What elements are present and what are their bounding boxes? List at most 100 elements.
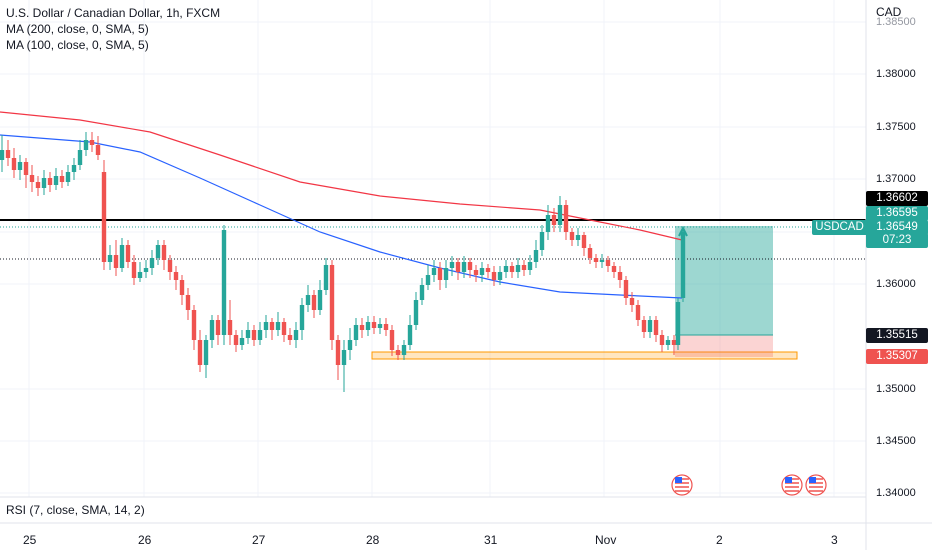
us-flag-icon[interactable] — [806, 475, 826, 495]
candle — [318, 280, 322, 315]
rsi-legend[interactable]: RSI (7, close, SMA, 14, 2) — [6, 503, 145, 517]
candle — [408, 315, 412, 350]
candle — [624, 276, 628, 305]
candle — [432, 260, 436, 282]
candle — [336, 335, 340, 380]
stop-loss-badge: 1.35307 — [866, 349, 928, 364]
candle — [216, 315, 220, 345]
candle — [618, 266, 622, 288]
candle — [174, 266, 178, 290]
price-tick: 1.38000 — [876, 68, 916, 80]
symbol-title[interactable]: U.S. Dollar / Canadian Dollar, 1h, FXCM — [6, 6, 220, 20]
candle — [360, 318, 364, 338]
candle — [78, 140, 82, 170]
candle — [180, 275, 184, 305]
candle — [504, 260, 508, 278]
candle — [636, 300, 640, 326]
candle — [534, 240, 538, 268]
price-tick: 1.37000 — [876, 173, 916, 185]
symbol-tag[interactable]: USDCAD — [812, 220, 867, 235]
date-tick: 31 — [484, 533, 497, 547]
candle — [162, 240, 166, 270]
candle — [282, 318, 286, 342]
candle — [492, 266, 496, 286]
candle — [420, 278, 424, 305]
candle — [540, 225, 544, 256]
candle — [342, 340, 346, 392]
candle — [426, 265, 430, 290]
candle — [612, 262, 616, 278]
candle — [348, 328, 352, 360]
date-tick: 28 — [366, 533, 379, 547]
price-tick: 1.37500 — [876, 121, 916, 133]
candle — [186, 288, 190, 320]
candle — [606, 256, 610, 272]
candle — [510, 262, 514, 278]
date-tick: 27 — [252, 533, 265, 547]
candle — [138, 262, 142, 282]
candle — [516, 258, 520, 278]
price-tick: 1.35000 — [876, 383, 916, 395]
candle — [666, 336, 670, 350]
resistance-price-badge: 1.36602 — [866, 191, 928, 206]
candle — [6, 140, 10, 166]
date-tick: Nov — [595, 533, 616, 547]
candle — [108, 245, 112, 270]
date-tick: 2 — [716, 533, 723, 547]
candle — [156, 240, 160, 265]
candle — [528, 255, 532, 275]
candle — [120, 238, 124, 272]
candle — [72, 158, 76, 180]
candle — [582, 232, 586, 256]
loss-zone[interactable] — [675, 335, 773, 357]
candle — [390, 325, 394, 356]
candle — [210, 315, 214, 348]
candle — [474, 265, 478, 282]
ma200-legend[interactable]: MA (200, close, 0, SMA, 5) — [6, 22, 149, 36]
candle — [576, 228, 580, 246]
candle — [648, 316, 652, 338]
candle — [642, 316, 646, 338]
candle — [312, 290, 316, 318]
candle — [354, 318, 358, 346]
take-profit-badge: 1.36595 — [866, 206, 928, 221]
candle — [222, 225, 226, 345]
candle — [288, 328, 292, 345]
candle — [264, 315, 268, 338]
candle — [676, 298, 680, 350]
candle — [240, 330, 244, 350]
candle — [126, 240, 130, 268]
date-tick: 3 — [831, 533, 838, 547]
candle — [294, 322, 298, 348]
candle — [204, 335, 208, 378]
candle — [30, 165, 34, 192]
candle — [654, 316, 658, 342]
candle — [414, 292, 418, 330]
candle — [594, 254, 598, 268]
candle — [588, 244, 592, 264]
candle — [324, 258, 328, 295]
ma100-legend[interactable]: MA (100, close, 0, SMA, 5) — [6, 38, 149, 52]
price-tick: 1.34000 — [876, 487, 916, 499]
us-flag-icon[interactable] — [672, 475, 692, 495]
candle — [150, 250, 154, 275]
candle — [24, 158, 28, 188]
us-flag-icon[interactable] — [782, 475, 802, 495]
candle — [330, 260, 334, 350]
candle — [12, 148, 16, 178]
candle — [522, 260, 526, 276]
candle — [552, 208, 556, 232]
candle — [384, 318, 388, 336]
candle — [0, 135, 4, 172]
profit-zone[interactable] — [675, 226, 773, 335]
candle — [198, 330, 202, 372]
candle — [246, 322, 250, 344]
candle — [18, 155, 22, 180]
candle — [366, 316, 370, 336]
candle — [570, 228, 574, 246]
candle — [660, 330, 664, 352]
date-tick: 26 — [138, 533, 151, 547]
candle — [546, 205, 550, 240]
candle — [54, 168, 58, 190]
